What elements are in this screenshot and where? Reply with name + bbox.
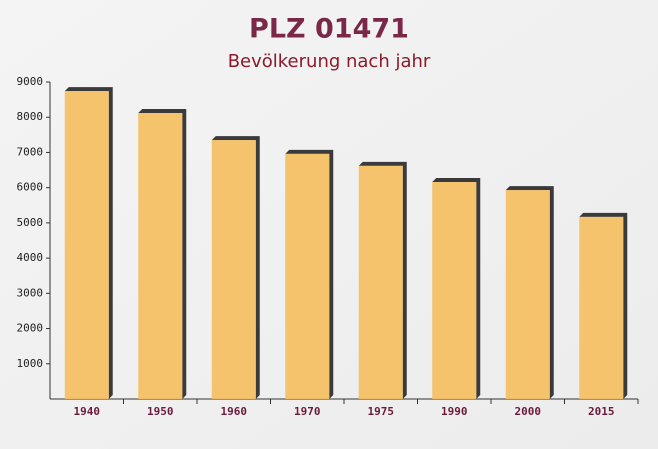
bar (432, 182, 477, 399)
y-tick-label: 9000 (17, 75, 44, 88)
x-tick-label: 1990 (441, 405, 468, 418)
x-tick-label: 1960 (221, 405, 248, 418)
bar (358, 165, 403, 399)
y-tick-label: 1000 (17, 357, 44, 370)
x-tick-label: 1970 (294, 405, 321, 418)
bar (138, 112, 183, 400)
y-tick-label: 5000 (17, 216, 44, 229)
y-tick-label: 2000 (17, 322, 44, 335)
bar (285, 153, 330, 399)
y-tick-label: 8000 (17, 110, 44, 123)
x-tick-label: 1940 (74, 405, 101, 418)
bar (211, 140, 256, 399)
bar (505, 190, 550, 399)
chart-subtitle: Bevölkerung nach jahr (228, 51, 431, 72)
bar (579, 216, 624, 399)
y-tick-label: 3000 (17, 286, 44, 299)
x-tick-label: 2000 (515, 405, 542, 418)
y-tick-label: 7000 (17, 145, 44, 158)
x-tick-label: 1975 (368, 405, 395, 418)
x-tick-label: 1950 (147, 405, 174, 418)
chart-title: PLZ 01471 (249, 14, 409, 45)
y-tick-label: 4000 (17, 251, 44, 264)
y-tick-label: 6000 (17, 181, 44, 194)
x-tick-label: 2015 (588, 405, 615, 418)
bar (64, 91, 109, 399)
